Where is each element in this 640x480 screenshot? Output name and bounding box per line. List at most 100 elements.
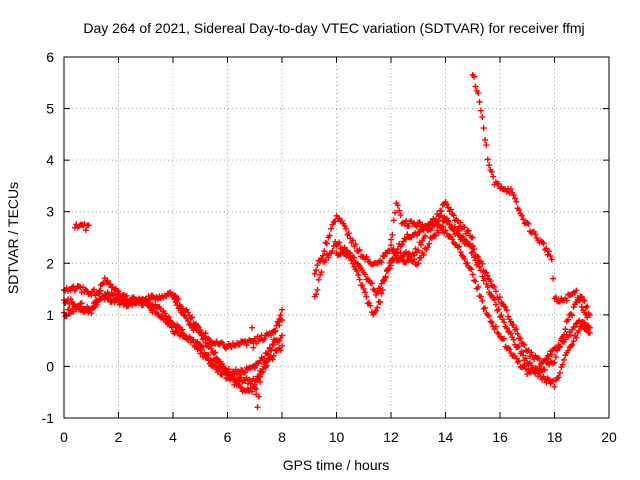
data-point — [104, 277, 111, 284]
data-point — [238, 374, 245, 381]
data-point — [491, 283, 498, 290]
data-point — [550, 377, 557, 384]
data-point — [397, 212, 404, 219]
data-point — [536, 369, 543, 376]
data-point — [578, 303, 585, 310]
data-point — [219, 371, 226, 378]
data-point — [229, 376, 236, 383]
data-point — [321, 248, 328, 255]
series-trace-j — [388, 198, 476, 243]
data-point — [115, 288, 122, 295]
x-axis-title: GPS time / hours — [283, 457, 390, 473]
data-point — [438, 208, 445, 215]
data-point — [70, 308, 77, 315]
data-point — [270, 336, 277, 343]
data-point — [565, 316, 572, 323]
data-point — [498, 312, 505, 319]
data-point — [503, 325, 510, 332]
data-point — [389, 231, 396, 238]
y-tick-label: 6 — [46, 49, 54, 65]
data-point — [205, 351, 212, 358]
x-tick-label: 12 — [383, 429, 399, 445]
data-point — [255, 393, 262, 400]
data-point — [351, 254, 358, 261]
data-point — [497, 294, 503, 301]
data-point — [518, 212, 525, 219]
data-point — [311, 270, 318, 277]
data-point — [501, 335, 508, 342]
y-tick-label: 2 — [46, 255, 54, 271]
data-point — [161, 315, 168, 322]
data-point — [356, 246, 363, 253]
data-point — [220, 363, 227, 370]
data-point — [174, 327, 181, 334]
data-point — [475, 90, 482, 97]
data-point — [556, 344, 563, 351]
data-point — [484, 156, 491, 163]
data-point — [276, 316, 283, 323]
axis-ticks — [63, 56, 610, 419]
data-point — [573, 334, 580, 341]
data-point — [518, 348, 525, 355]
x-tick-label: 16 — [492, 429, 508, 445]
data-point — [461, 256, 468, 263]
x-tick-label: 14 — [438, 429, 454, 445]
data-point — [501, 319, 508, 326]
x-tick-label: 6 — [224, 429, 232, 445]
data-point — [479, 114, 486, 121]
y-axis-title: SDTVAR / TECUs — [5, 182, 21, 294]
data-point — [390, 217, 397, 224]
y-tick-label: 3 — [46, 204, 54, 220]
data-point — [197, 350, 204, 357]
data-point — [443, 230, 450, 237]
data-point — [469, 249, 476, 256]
data-point — [374, 289, 381, 296]
data-point — [513, 326, 520, 333]
data-point — [460, 234, 467, 241]
data-point — [492, 301, 499, 308]
data-point — [469, 271, 476, 278]
data-point — [471, 277, 478, 284]
data-point — [490, 173, 497, 180]
series-trace-c — [61, 275, 285, 378]
data-point — [522, 355, 529, 362]
data-point — [469, 242, 476, 249]
data-point — [569, 341, 576, 348]
data-point — [495, 306, 502, 313]
data-point — [439, 223, 446, 230]
x-tick-label: 4 — [169, 429, 177, 445]
data-point — [536, 355, 543, 362]
data-point — [373, 308, 380, 315]
data-point — [450, 225, 457, 232]
data-point — [223, 367, 230, 374]
x-tick-label: 0 — [60, 429, 68, 445]
data-point — [279, 332, 285, 339]
data-point — [199, 343, 206, 350]
data-point — [524, 370, 531, 377]
data-point — [551, 383, 558, 390]
data-point — [277, 347, 284, 354]
data-point — [105, 295, 112, 302]
data-point — [323, 251, 330, 258]
data-point — [551, 359, 558, 366]
data-point — [90, 286, 97, 293]
data-point — [355, 272, 362, 279]
data-point — [279, 306, 285, 313]
data-point — [249, 324, 256, 331]
data-point — [476, 99, 483, 106]
data-point — [495, 330, 502, 337]
data-point — [577, 296, 584, 303]
data-point — [506, 346, 513, 353]
data-point — [546, 248, 553, 255]
data-point — [168, 324, 175, 331]
data-point — [137, 297, 144, 304]
data-point — [581, 297, 588, 304]
data-points — [61, 71, 593, 411]
data-point — [345, 230, 352, 237]
data-point — [78, 300, 85, 307]
data-point — [236, 341, 243, 348]
data-point — [349, 237, 356, 244]
data-point — [254, 404, 261, 411]
data-point — [483, 269, 490, 276]
